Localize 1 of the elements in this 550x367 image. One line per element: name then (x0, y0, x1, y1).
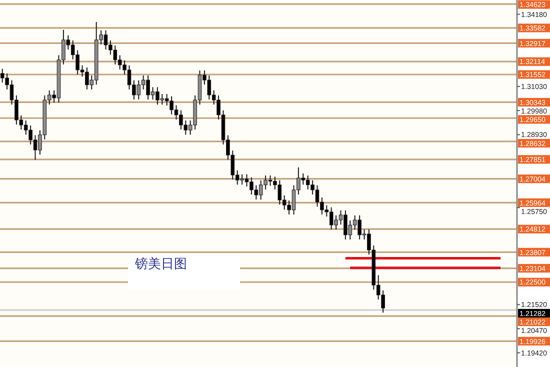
annotation: 镑美日图 (134, 256, 187, 272)
